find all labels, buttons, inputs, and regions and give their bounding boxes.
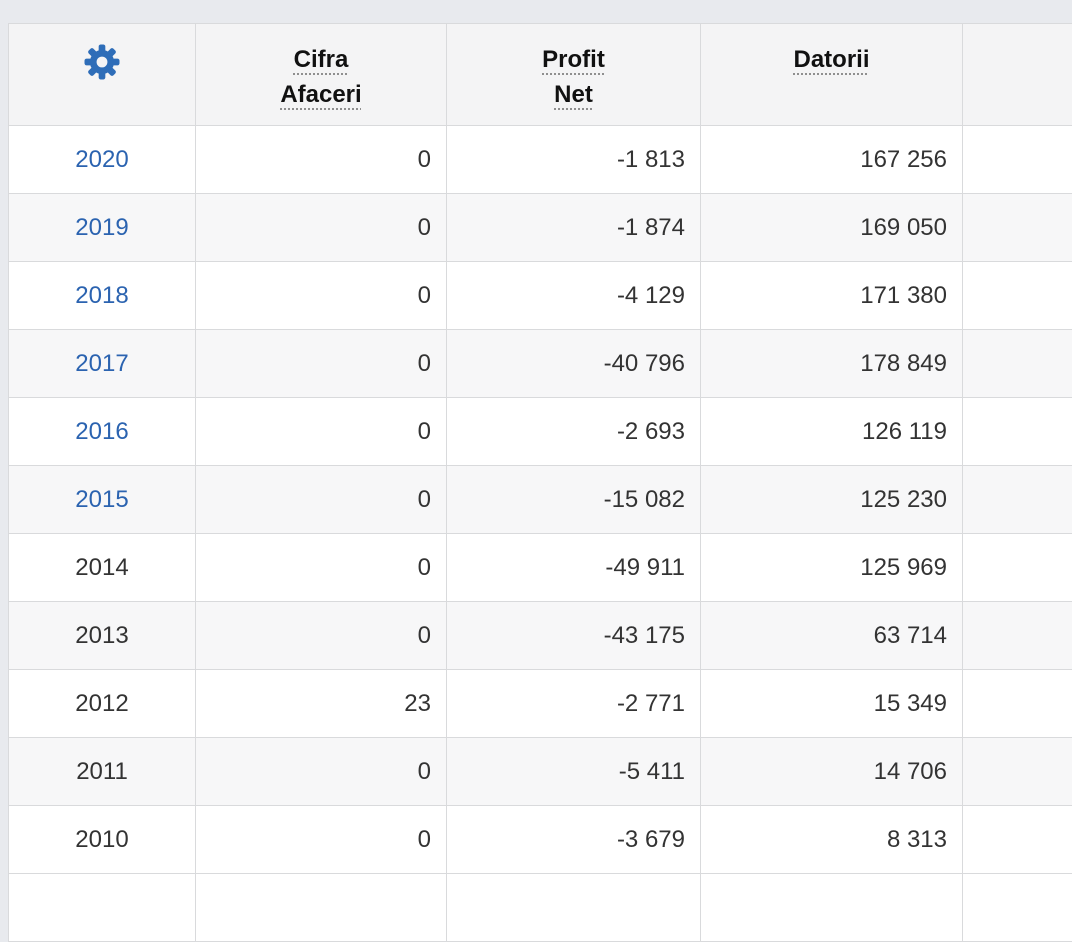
datorii-cell: 125 969 bbox=[701, 534, 963, 602]
empty-cell bbox=[701, 874, 963, 942]
year-cell: 2019 bbox=[9, 194, 196, 262]
datorii-cell: 169 050 bbox=[701, 194, 963, 262]
datorii-cell: 126 119 bbox=[701, 398, 963, 466]
empty-cell bbox=[963, 194, 1072, 262]
year-label: 2013 bbox=[75, 622, 128, 649]
cifra-afaceri-cell: 0 bbox=[196, 534, 447, 602]
year-link[interactable]: 2015 bbox=[75, 486, 128, 513]
year-cell: 2013 bbox=[9, 602, 196, 670]
gear-icon bbox=[82, 42, 122, 82]
cifra-afaceri-cell: 0 bbox=[196, 738, 447, 806]
profit-net-cell: -5 411 bbox=[447, 738, 701, 806]
profit-net-cell: -40 796 bbox=[447, 330, 701, 398]
cifra-afaceri-cell: 23 bbox=[196, 670, 447, 738]
empty-cell bbox=[963, 126, 1072, 194]
year-cell: 2012 bbox=[9, 670, 196, 738]
empty-cell bbox=[963, 602, 1072, 670]
year-cell: 2017 bbox=[9, 330, 196, 398]
year-cell: 2010 bbox=[9, 806, 196, 874]
cifra-afaceri-cell: 0 bbox=[196, 262, 447, 330]
profit-net-cell: -3 679 bbox=[447, 806, 701, 874]
settings-header-cell bbox=[9, 24, 196, 126]
header-empty-cell bbox=[963, 24, 1072, 126]
empty-cell bbox=[963, 330, 1072, 398]
year-cell: 2014 bbox=[9, 534, 196, 602]
empty-cell bbox=[196, 874, 447, 942]
profit-net-cell: -4 129 bbox=[447, 262, 701, 330]
year-cell: 2016 bbox=[9, 398, 196, 466]
header-cifra-afaceri: Cifra Afaceri bbox=[196, 24, 447, 126]
profit-net-cell: -1 813 bbox=[447, 126, 701, 194]
year-link[interactable]: 2020 bbox=[75, 146, 128, 173]
year-link[interactable]: 2016 bbox=[75, 418, 128, 445]
year-cell: 2011 bbox=[9, 738, 196, 806]
empty-cell bbox=[963, 670, 1072, 738]
empty-cell bbox=[963, 874, 1072, 942]
year-cell: 2020 bbox=[9, 126, 196, 194]
settings-button[interactable] bbox=[82, 42, 122, 82]
datorii-cell: 178 849 bbox=[701, 330, 963, 398]
header-profit-net: Profit Net bbox=[447, 24, 701, 126]
profit-net-cell: -49 911 bbox=[447, 534, 701, 602]
partial-row bbox=[9, 874, 1072, 942]
empty-cell bbox=[963, 806, 1072, 874]
profit-net-cell: -2 771 bbox=[447, 670, 701, 738]
column-header-profit-net[interactable]: Profit Net bbox=[542, 46, 605, 108]
profit-net-cell: -15 082 bbox=[447, 466, 701, 534]
datorii-cell: 14 706 bbox=[701, 738, 963, 806]
datorii-cell: 125 230 bbox=[701, 466, 963, 534]
cifra-afaceri-cell: 0 bbox=[196, 806, 447, 874]
header-row: Cifra Afaceri Profit Net Datorii bbox=[9, 24, 1072, 126]
profit-net-cell: -43 175 bbox=[447, 602, 701, 670]
year-label: 2012 bbox=[75, 690, 128, 717]
cifra-afaceri-cell: 0 bbox=[196, 398, 447, 466]
empty-cell bbox=[963, 398, 1072, 466]
cifra-afaceri-cell: 0 bbox=[196, 466, 447, 534]
empty-cell bbox=[447, 874, 701, 942]
year-cell: 2015 bbox=[9, 466, 196, 534]
column-header-datorii[interactable]: Datorii bbox=[793, 46, 869, 73]
year-label: 2014 bbox=[75, 554, 128, 581]
year-label: 2011 bbox=[76, 758, 128, 785]
year-link[interactable]: 2017 bbox=[75, 350, 128, 377]
year-link[interactable]: 2018 bbox=[75, 282, 128, 309]
empty-cell bbox=[963, 262, 1072, 330]
cifra-afaceri-cell: 0 bbox=[196, 194, 447, 262]
datorii-cell: 167 256 bbox=[701, 126, 963, 194]
datorii-cell: 171 380 bbox=[701, 262, 963, 330]
profit-net-cell: -2 693 bbox=[447, 398, 701, 466]
year-link[interactable]: 2019 bbox=[75, 214, 128, 241]
profit-net-cell: -1 874 bbox=[447, 194, 701, 262]
empty-cell bbox=[9, 874, 196, 942]
year-label: 2010 bbox=[75, 826, 128, 853]
year-cell: 2018 bbox=[9, 262, 196, 330]
empty-cell bbox=[963, 534, 1072, 602]
column-header-cifra-afaceri[interactable]: Cifra Afaceri bbox=[280, 46, 361, 108]
datorii-cell: 15 349 bbox=[701, 670, 963, 738]
datorii-cell: 8 313 bbox=[701, 806, 963, 874]
cifra-afaceri-cell: 0 bbox=[196, 126, 447, 194]
empty-cell bbox=[963, 466, 1072, 534]
datorii-cell: 63 714 bbox=[701, 602, 963, 670]
empty-cell bbox=[963, 738, 1072, 806]
cifra-afaceri-cell: 0 bbox=[196, 602, 447, 670]
cifra-afaceri-cell: 0 bbox=[196, 330, 447, 398]
header-datorii: Datorii bbox=[701, 24, 963, 126]
